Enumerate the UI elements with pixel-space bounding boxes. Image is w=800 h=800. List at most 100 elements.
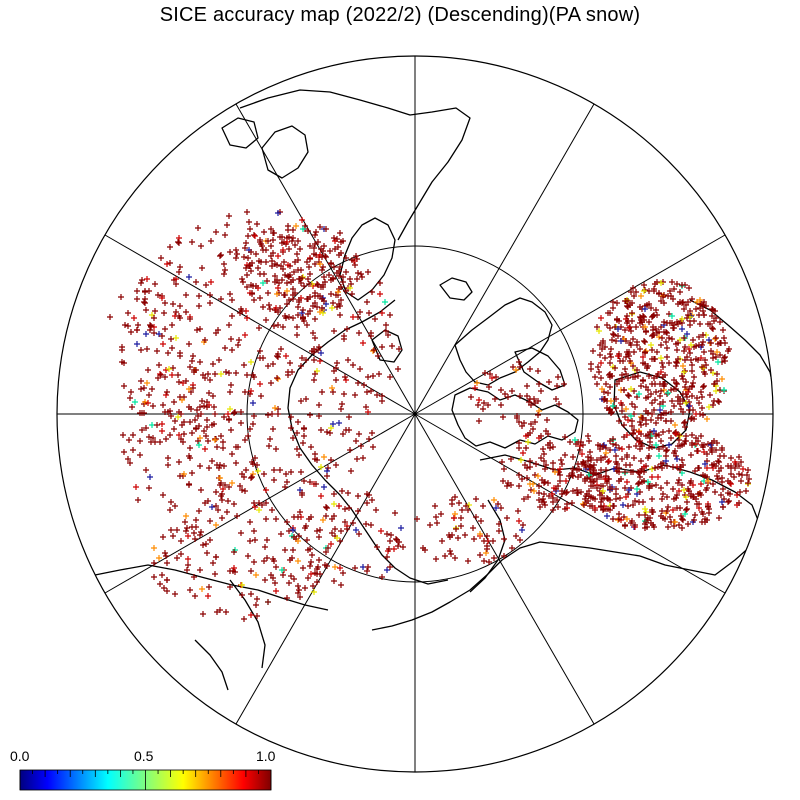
accuracy-marker bbox=[186, 481, 192, 487]
accuracy-marker bbox=[543, 462, 549, 468]
accuracy-marker bbox=[157, 439, 163, 445]
accuracy-marker bbox=[333, 292, 339, 298]
accuracy-marker bbox=[606, 458, 612, 464]
accuracy-marker bbox=[621, 387, 627, 393]
accuracy-marker bbox=[519, 527, 525, 533]
accuracy-marker bbox=[486, 559, 492, 565]
accuracy-marker bbox=[271, 467, 277, 473]
accuracy-marker bbox=[238, 530, 244, 536]
accuracy-marker bbox=[168, 499, 174, 505]
accuracy-marker bbox=[167, 260, 173, 266]
accuracy-marker bbox=[434, 520, 440, 526]
novaya-zemlya-coast bbox=[371, 329, 403, 363]
accuracy-marker bbox=[263, 317, 269, 323]
accuracy-marker bbox=[708, 340, 714, 346]
accuracy-marker bbox=[220, 445, 226, 451]
accuracy-marker bbox=[193, 425, 199, 431]
accuracy-marker bbox=[150, 403, 156, 409]
accuracy-marker bbox=[680, 517, 686, 523]
accuracy-marker bbox=[585, 433, 591, 439]
accuracy-marker bbox=[689, 393, 695, 399]
accuracy-marker bbox=[524, 393, 530, 399]
accuracy-marker bbox=[368, 333, 374, 339]
accuracy-marker bbox=[192, 593, 198, 599]
accuracy-marker bbox=[241, 254, 247, 260]
accuracy-marker bbox=[308, 559, 314, 565]
accuracy-marker bbox=[646, 445, 652, 451]
accuracy-marker bbox=[215, 507, 221, 513]
accuracy-marker bbox=[249, 459, 255, 465]
accuracy-marker bbox=[686, 346, 692, 352]
accuracy-marker bbox=[239, 471, 245, 477]
japan-coast bbox=[194, 639, 229, 691]
accuracy-marker bbox=[151, 330, 157, 336]
accuracy-marker bbox=[206, 584, 212, 590]
accuracy-marker bbox=[176, 269, 182, 275]
accuracy-marker bbox=[328, 260, 334, 266]
accuracy-marker bbox=[702, 473, 708, 479]
accuracy-marker bbox=[204, 404, 210, 410]
accuracy-marker bbox=[162, 550, 168, 556]
accuracy-marker bbox=[221, 271, 227, 277]
accuracy-marker bbox=[316, 534, 322, 540]
accuracy-marker bbox=[282, 313, 288, 319]
accuracy-marker bbox=[658, 388, 664, 394]
accuracy-marker bbox=[268, 243, 274, 249]
accuracy-marker bbox=[661, 300, 667, 306]
accuracy-marker bbox=[641, 338, 647, 344]
accuracy-marker bbox=[572, 437, 578, 443]
accuracy-marker bbox=[210, 361, 216, 367]
accuracy-marker bbox=[306, 281, 312, 287]
accuracy-marker bbox=[347, 276, 353, 282]
accuracy-marker bbox=[674, 381, 680, 387]
accuracy-marker bbox=[617, 495, 623, 501]
accuracy-marker bbox=[314, 579, 320, 585]
accuracy-marker bbox=[611, 332, 617, 338]
accuracy-marker bbox=[666, 442, 672, 448]
accuracy-marker bbox=[125, 456, 131, 462]
accuracy-marker bbox=[392, 510, 398, 516]
accuracy-marker bbox=[633, 443, 639, 449]
accuracy-marker bbox=[227, 584, 233, 590]
accuracy-marker bbox=[146, 288, 152, 294]
accuracy-marker bbox=[263, 516, 269, 522]
accuracy-marker bbox=[635, 373, 641, 379]
accuracy-marker bbox=[228, 427, 234, 433]
accuracy-marker bbox=[688, 452, 694, 458]
accuracy-marker bbox=[328, 457, 334, 463]
accuracy-marker bbox=[658, 369, 664, 375]
accuracy-marker bbox=[728, 455, 734, 461]
accuracy-marker bbox=[204, 424, 210, 430]
accuracy-marker bbox=[160, 402, 166, 408]
accuracy-marker bbox=[719, 376, 725, 382]
accuracy-marker bbox=[490, 538, 496, 544]
colorbar-mid-label: 0.5 bbox=[134, 748, 154, 764]
accuracy-marker bbox=[364, 568, 370, 574]
accuracy-marker bbox=[296, 533, 302, 539]
accuracy-marker bbox=[709, 325, 715, 331]
accuracy-marker bbox=[613, 396, 619, 402]
accuracy-marker bbox=[389, 343, 395, 349]
accuracy-marker bbox=[316, 402, 322, 408]
accuracy-marker bbox=[607, 407, 613, 413]
accuracy-marker bbox=[676, 477, 682, 483]
accuracy-marker bbox=[343, 377, 349, 383]
accuracy-marker bbox=[626, 444, 632, 450]
accuracy-marker bbox=[536, 490, 542, 496]
accuracy-marker bbox=[200, 611, 206, 617]
accuracy-marker bbox=[311, 377, 317, 383]
accuracy-marker bbox=[358, 271, 364, 277]
accuracy-marker bbox=[502, 391, 508, 397]
accuracy-marker bbox=[292, 259, 298, 265]
accuracy-marker bbox=[285, 223, 291, 229]
accuracy-marker bbox=[312, 290, 318, 296]
accuracy-marker bbox=[554, 383, 560, 389]
accuracy-marker bbox=[607, 351, 613, 357]
accuracy-marker bbox=[264, 555, 270, 561]
accuracy-marker bbox=[453, 526, 459, 532]
accuracy-marker bbox=[146, 392, 152, 398]
accuracy-marker bbox=[493, 505, 499, 511]
accuracy-marker bbox=[291, 269, 297, 275]
accuracy-marker bbox=[308, 444, 314, 450]
accuracy-marker bbox=[250, 421, 256, 427]
